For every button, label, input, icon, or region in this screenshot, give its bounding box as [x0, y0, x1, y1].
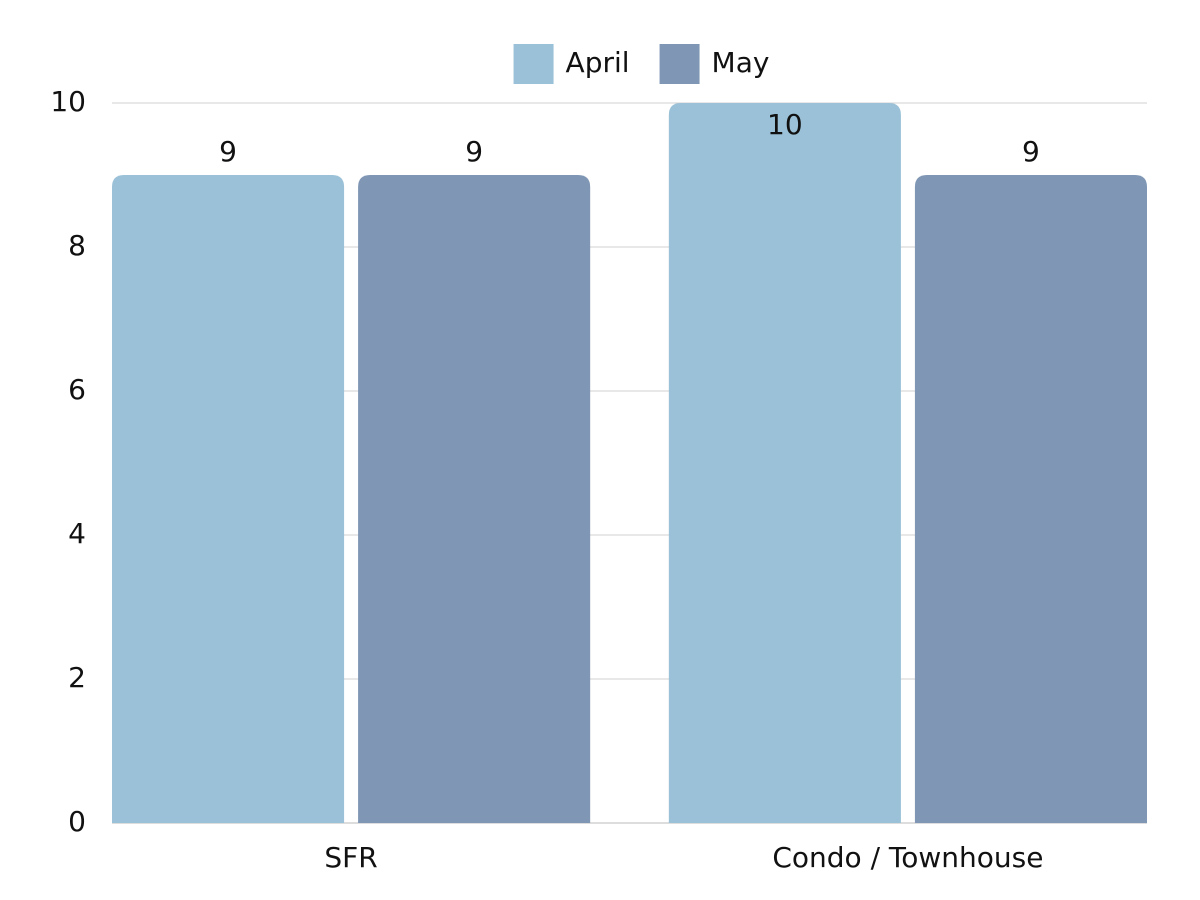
- y-tick-label: 2: [68, 661, 86, 694]
- legend-label: April: [566, 46, 630, 79]
- value-label: 9: [465, 135, 483, 168]
- value-label: 9: [1022, 135, 1040, 168]
- legend-label: May: [712, 46, 770, 79]
- x-tick-label: SFR: [324, 841, 377, 874]
- legend-swatch: [513, 44, 554, 84]
- value-label: 10: [767, 108, 803, 141]
- bar: [914, 175, 1147, 823]
- legend-swatch: [659, 44, 700, 84]
- bar: [358, 175, 591, 823]
- bar: [668, 103, 901, 823]
- y-tick-label: 8: [68, 229, 86, 262]
- y-tick-label: 0: [68, 805, 86, 838]
- y-tick-label: 10: [50, 85, 86, 118]
- x-tick-label: Condo / Townhouse: [772, 841, 1043, 874]
- y-tick-label: 4: [68, 517, 86, 550]
- value-label: 9: [219, 135, 237, 168]
- bar: [112, 175, 345, 823]
- y-tick-label: 6: [68, 373, 86, 406]
